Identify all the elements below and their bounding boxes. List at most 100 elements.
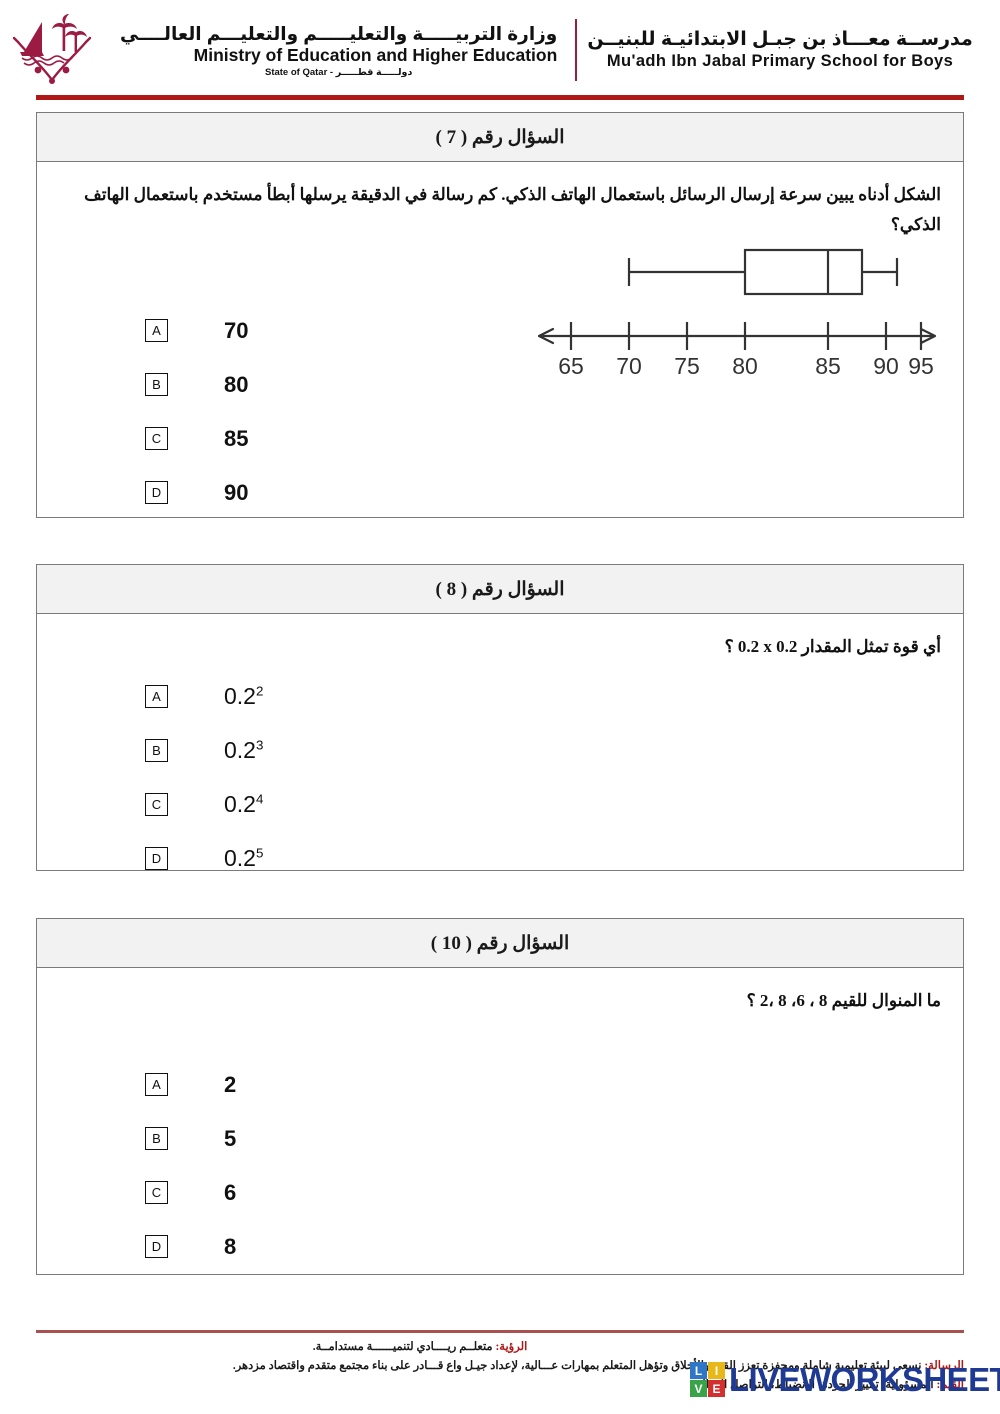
footer-rule	[36, 1330, 964, 1333]
axis-tick-label: 95	[908, 353, 934, 379]
option-key-box[interactable]: D	[145, 847, 168, 871]
question-10-body: ما المنوال للقيم 2، 8 ،6 ، 8 ؟ A 2 B 5 C…	[37, 968, 963, 1276]
option-key-box[interactable]: D	[145, 481, 168, 504]
question-7-body: الشكل أدناه يبين سرعة إرسال الرسائل باست…	[37, 162, 963, 519]
option-row[interactable]: D 8	[59, 1220, 941, 1274]
question-8-text-prefix: أي قوة تمثل المقدار	[797, 637, 941, 656]
question-10-options: A 2 B 5 C 6 D 8	[59, 1058, 941, 1274]
footer-values: القيم: المسؤولية، تمييز الجودة، الانضباط…	[36, 1376, 964, 1395]
option-row[interactable]: A 70	[59, 304, 941, 358]
option-key-box[interactable]: B	[145, 1127, 168, 1151]
option-value: 0.24	[224, 791, 263, 818]
option-row[interactable]: B 0.23	[59, 724, 941, 778]
option-row[interactable]: B 5	[59, 1112, 941, 1166]
question-7-header: السؤال رقم ( 7 )	[37, 113, 963, 162]
footer-mission-text: نسعى لبيئة تعليمية شاملة ومحفزة تعزز الق…	[232, 1359, 925, 1372]
question-7-text: الشكل أدناه يبين سرعة إرسال الرسائل باست…	[84, 185, 941, 234]
option-value: 70	[224, 317, 249, 343]
header-divider	[575, 19, 578, 81]
box-plot-figure: 65 70 75 80 85 90 95	[517, 244, 957, 384]
watermark-tile: L	[690, 1362, 707, 1379]
question-card-8: السؤال رقم ( 8 ) أي قوة تمثل المقدار 0.2…	[36, 564, 964, 871]
watermark-tile: I	[708, 1362, 725, 1379]
option-base: 0.2	[224, 845, 256, 872]
question-7-options: A 70 B 80 C 85 D 90	[59, 304, 941, 520]
option-key-box[interactable]: A	[145, 685, 168, 709]
option-row[interactable]: A 2	[59, 1058, 941, 1112]
option-key-box[interactable]: B	[145, 373, 168, 396]
option-value: 6	[224, 1179, 237, 1205]
liveworksheets-watermark: L I V E LIVEWORKSHEETS	[690, 1362, 1000, 1397]
option-key-box[interactable]: C	[145, 427, 168, 450]
watermark-text: LIVEWORKSHEETS	[729, 1361, 1000, 1398]
question-10-header: السؤال رقم ( 10 )	[37, 919, 963, 968]
footer-values-label: القيم:	[936, 1378, 964, 1391]
option-key-box[interactable]: C	[145, 1181, 168, 1205]
letterhead: وزارة التربيـــــة والتعليـــــم والتعلي…	[0, 0, 1000, 100]
option-value: 90	[224, 479, 249, 505]
question-10-values: 2، 8 ،6 ، 8	[759, 991, 828, 1010]
option-key-box[interactable]: B	[145, 739, 168, 763]
option-row[interactable]: C 0.24	[59, 778, 941, 832]
axis-tick-label: 90	[873, 353, 899, 379]
watermark-tile: V	[690, 1380, 707, 1397]
option-value: 85	[224, 425, 249, 451]
ministry-name-english: Ministry of Education and Higher Educati…	[193, 45, 558, 66]
question-10-title: السؤال رقم ( 10 )	[430, 932, 570, 954]
footer-vision-label: الرؤية:	[495, 1341, 528, 1353]
option-value: 0.23	[224, 737, 263, 764]
question-card-7: السؤال رقم ( 7 ) الشكل أدناه يبين سرعة إ…	[36, 112, 964, 518]
question-10-text-prefix: ما المنوال للقيم	[827, 991, 941, 1010]
option-value: 2	[224, 1071, 237, 1097]
question-8-expression: 0.2 x 0.2	[737, 637, 798, 656]
option-value: 5	[224, 1125, 237, 1151]
option-exponent: 2	[255, 683, 264, 699]
axis-tick-label: 85	[815, 353, 841, 379]
option-row[interactable]: D 90	[59, 466, 941, 520]
option-value: 0.25	[224, 845, 263, 872]
option-exponent: 3	[255, 737, 264, 753]
question-8-text: أي قوة تمثل المقدار 0.2 x 0.2 ؟	[59, 632, 941, 662]
option-key-box[interactable]: A	[145, 319, 168, 342]
question-8-options: A 0.22 B 0.23 C 0.24 D 0.25	[59, 670, 941, 886]
question-8-title: السؤال رقم ( 8 )	[435, 578, 565, 600]
watermark-tile: E	[708, 1380, 725, 1397]
axis-tick-label: 75	[674, 353, 700, 379]
option-row[interactable]: D 0.25	[59, 832, 941, 886]
watermark-tiles: L I V E	[690, 1362, 725, 1397]
option-key-box[interactable]: D	[145, 1235, 168, 1259]
question-8-header: السؤال رقم ( 8 )	[37, 565, 963, 614]
option-base: 0.2	[224, 737, 256, 764]
option-exponent: 5	[255, 845, 264, 861]
ministry-block: وزارة التربيـــــة والتعليـــــم والتعلي…	[106, 22, 561, 78]
school-name-english: Mu'adh Ibn Jabal Primary School for Boys	[606, 52, 954, 71]
option-value: 8	[224, 1233, 237, 1259]
state-line: دولـــــة قطـــــر - State of Qatar	[264, 67, 413, 79]
option-base: 0.2	[224, 683, 256, 710]
footer-mission: الرسالة: نسعى لبيئة تعليمية شاملة ومحفزة…	[36, 1357, 964, 1376]
footer-vision-text: متعلــم ريــــادي لتنميــــــة مستدامــة…	[312, 1341, 496, 1353]
footer-vision: الرؤية: متعلــم ريــــادي لتنميــــــة م…	[36, 1338, 964, 1357]
option-row[interactable]: B 80	[59, 358, 941, 412]
option-row[interactable]: C 6	[59, 1166, 941, 1220]
option-row[interactable]: C 85	[59, 412, 941, 466]
option-base: 0.2	[224, 791, 256, 818]
question-8-body: أي قوة تمثل المقدار 0.2 x 0.2 ؟ A 0.22 B…	[37, 614, 963, 872]
question-8-text-suffix: ؟	[724, 637, 738, 656]
axis-tick-label: 80	[732, 353, 758, 379]
footer-values-text: المسؤولية، تمييز الجودة، الانضباط، التوا…	[694, 1378, 937, 1391]
question-10-text: ما المنوال للقيم 2، 8 ،6 ، 8 ؟	[59, 986, 941, 1016]
option-value: 80	[224, 371, 249, 397]
option-exponent: 4	[255, 791, 264, 807]
axis-tick-label: 65	[558, 353, 584, 379]
option-value: 0.22	[224, 683, 263, 710]
option-key-box[interactable]: A	[145, 1073, 168, 1097]
option-row[interactable]: A 0.22	[59, 670, 941, 724]
school-name-arabic: مدرســة معـــاذ بن جبـل الابتدائيـة للبن…	[587, 28, 973, 50]
ministry-name-arabic: وزارة التربيـــــة والتعليـــــم والتعلي…	[120, 22, 558, 44]
footer: الرؤية: متعلــم ريــــادي لتنميــــــة م…	[36, 1338, 964, 1395]
school-block: مدرســة معـــاذ بن جبـل الابتدائيـة للبن…	[587, 28, 982, 72]
question-card-10: السؤال رقم ( 10 ) ما المنوال للقيم 2، 8 …	[36, 918, 964, 1275]
option-key-box[interactable]: C	[145, 793, 168, 817]
